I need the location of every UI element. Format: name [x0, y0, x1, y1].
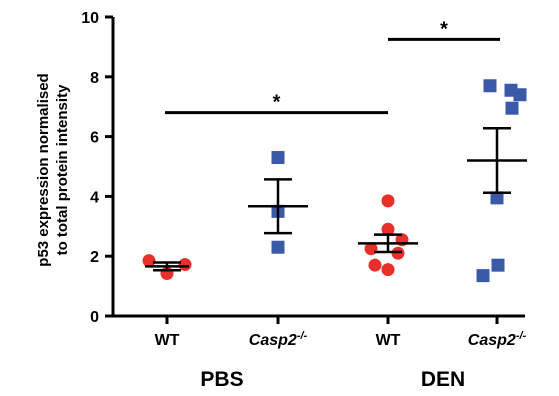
- significance-star: *: [273, 92, 281, 114]
- y-tick-label: 6: [90, 130, 99, 147]
- axes: 0 2 4 6 8 10: [81, 10, 525, 326]
- group-label: DEN: [421, 368, 465, 391]
- data-point: [271, 151, 285, 165]
- data-point: [476, 269, 490, 283]
- group-label: PBS: [200, 368, 243, 391]
- category-label-gene: Casp2: [249, 332, 297, 349]
- category-label: Casp2-/-: [468, 330, 527, 349]
- category-label: Casp2-/-: [249, 330, 308, 349]
- data-marks: **: [142, 18, 527, 283]
- data-point: [513, 88, 527, 102]
- category-label-superscript: -/-: [297, 330, 308, 342]
- y-tick-label: 10: [81, 10, 99, 27]
- category-label-superscript: -/-: [516, 330, 527, 342]
- y-tick-label: 0: [90, 309, 99, 326]
- category-label: WT: [376, 332, 401, 349]
- y-axis-title-line-2: to total protein intensity: [54, 84, 71, 255]
- data-point: [490, 191, 504, 205]
- y-axis-title-line-1: p53 expression normalised: [35, 73, 52, 266]
- category-label: WT: [155, 332, 180, 349]
- data-point: [271, 240, 285, 254]
- y-tick-label: 8: [90, 70, 99, 87]
- data-point: [483, 79, 497, 93]
- y-axis-title: p53 expression normalised to total prote…: [35, 73, 71, 266]
- data-point: [142, 254, 156, 268]
- data-point: [178, 258, 192, 272]
- data-point: [505, 101, 519, 115]
- data-point: [381, 194, 395, 208]
- y-tick-label: 2: [90, 249, 99, 266]
- data-point: [381, 263, 395, 277]
- data-point: [368, 258, 382, 272]
- data-point: [491, 258, 505, 272]
- significance-star: *: [440, 18, 448, 40]
- category-label-gene: Casp2: [468, 332, 516, 349]
- data-point: [381, 222, 395, 236]
- y-tick-label: 4: [90, 189, 99, 206]
